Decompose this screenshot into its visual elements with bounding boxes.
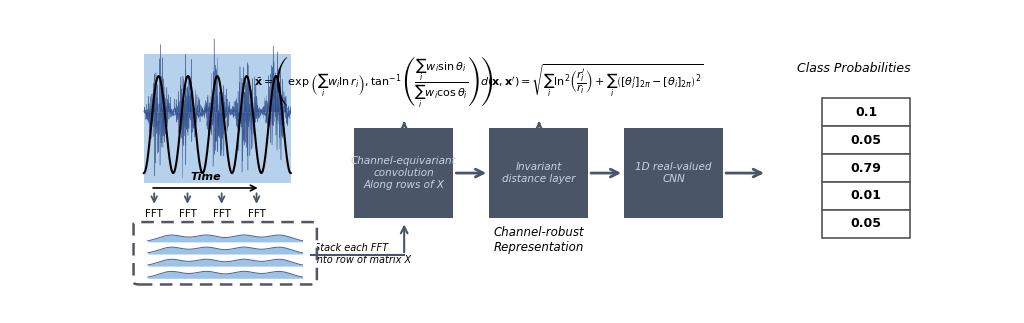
Bar <box>822 126 909 154</box>
Text: $d(\mathbf{x},\mathbf{x}') = \sqrt{\sum_i \ln^2\!\left(\dfrac{r_i'}{r_i}\right) : $d(\mathbf{x},\mathbf{x}') = \sqrt{\sum_… <box>480 63 705 99</box>
Text: FFT: FFT <box>248 209 265 219</box>
Text: 0.79: 0.79 <box>851 162 882 175</box>
Bar <box>143 54 291 183</box>
Bar <box>822 99 909 126</box>
Text: 0.1: 0.1 <box>855 106 878 119</box>
Text: FFT: FFT <box>178 209 197 219</box>
Bar <box>822 154 909 182</box>
Text: Time: Time <box>190 172 221 182</box>
Text: Class Probabilities: Class Probabilities <box>798 62 911 75</box>
Text: Channel-equivariant
convolution
Along rows of X: Channel-equivariant convolution Along ro… <box>351 156 457 190</box>
FancyBboxPatch shape <box>133 222 316 285</box>
Text: 1D real-valued
CNN: 1D real-valued CNN <box>635 162 712 184</box>
Text: FFT: FFT <box>145 209 163 219</box>
Text: FFT: FFT <box>213 209 230 219</box>
Text: 0.01: 0.01 <box>851 190 882 203</box>
Bar <box>489 128 588 218</box>
Text: Invariant
distance layer: Invariant distance layer <box>502 162 575 184</box>
Bar <box>822 182 909 210</box>
Bar <box>624 128 723 218</box>
Text: Channel-robust
Representation: Channel-robust Representation <box>494 226 585 254</box>
Text: 0.05: 0.05 <box>851 134 882 147</box>
Bar <box>822 210 909 238</box>
Text: $\bar{\mathbf{x}} = \left(\exp\left(\sum_i w_i \ln r_i\right), \tan^{-1}\left(\d: $\bar{\mathbf{x}} = \left(\exp\left(\sum… <box>254 54 494 109</box>
Text: 0.05: 0.05 <box>851 217 882 230</box>
Bar <box>354 128 454 218</box>
Text: Stack each FFT
into row of matrix X: Stack each FFT into row of matrix X <box>314 243 412 265</box>
